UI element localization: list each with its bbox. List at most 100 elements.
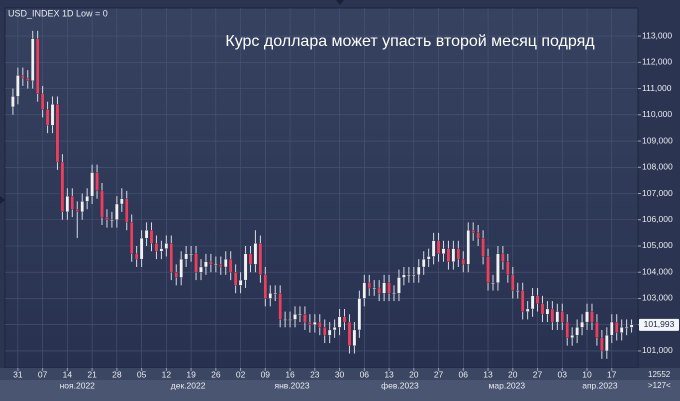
candle-body [417,266,421,276]
candle-body [535,295,540,304]
candle-body [412,274,416,277]
candle-body [60,161,65,213]
month-label: дек.2022 [171,380,206,390]
candle-body [120,198,124,205]
candle-body [16,75,20,97]
candles [11,30,634,359]
candle-body [179,258,183,278]
candle-body [614,321,619,333]
candle-body [268,293,273,299]
y-tick-label: 106,000 [642,214,673,224]
candle-body [362,282,367,299]
candle-body [174,272,178,278]
candle-body [21,75,25,79]
candle-body [318,321,322,328]
y-tick-label: 110,000 [642,109,672,119]
month-label: янв.2023 [275,380,310,390]
candle-body [446,248,451,262]
candle-body [90,172,94,197]
candle-body [283,319,287,321]
candle-body [476,232,480,239]
y-tick-label: 104,000 [642,266,673,276]
x-tick-label: 02 [236,369,246,379]
candle-body [209,261,213,265]
candle-body [248,253,253,265]
candle-body [436,240,441,255]
candle-body [506,261,510,276]
x-tick-label: 28 [112,369,122,379]
chart-title: Курс доллара может упасть второй месяц п… [225,33,595,50]
candle-body [298,314,302,316]
candle-body [392,293,396,295]
candle-body [600,337,604,352]
candle-body [441,248,446,255]
candle-body [332,327,337,331]
candle-body [387,282,391,294]
candle-body [590,311,594,323]
candle-body [26,77,30,81]
candle-body [595,321,599,338]
candle-body [550,308,555,323]
y-tick-label: 103,000 [642,293,673,303]
candle-body [397,277,401,294]
candle-body [80,201,84,213]
last-price-label: 101,993 [644,319,675,329]
candle-body [154,243,159,252]
candle-body [124,198,129,223]
candle-body [511,274,515,291]
candle-body [35,38,40,94]
candle-body [407,274,411,277]
month-band [0,380,680,401]
candle-body [149,230,154,244]
x-tick-label: 17 [607,369,617,379]
candle-body [426,256,431,260]
x-tick-label: 13 [384,369,394,379]
candle-body [451,248,456,262]
candle-body [110,219,114,221]
candle-body [342,316,347,323]
candle-body [545,308,550,315]
candle-body [144,230,149,239]
candle-body [129,222,134,255]
x-tick-label: 06 [459,369,469,379]
x-tick-label: 16 [285,369,295,379]
candle-body [372,287,376,290]
candle-body [105,216,109,220]
candle-body [352,329,357,346]
candle-body [263,274,268,299]
last-price-tag [639,318,679,331]
candle-body [243,253,248,281]
candle-body [115,203,119,220]
x-tick-label: 23 [310,369,320,379]
candle-body [214,264,218,266]
candle-body [11,96,15,108]
candle-body [189,253,193,256]
candle-body [55,104,60,163]
footer-count: 12552 [648,370,671,379]
x-tick-label: 03 [558,369,568,379]
candle-body [540,303,545,315]
candle-body [575,327,579,336]
candle-body [491,282,495,284]
month-label: фев.2023 [381,380,419,390]
candle-body [580,321,584,328]
x-tick-label: 07 [38,369,48,379]
candle-body [456,248,461,260]
y-tick-label: 107,000 [642,188,673,198]
candle-body [515,290,520,292]
candle-body [164,243,169,249]
candle-body [199,266,203,273]
x-tick-label: 10 [582,369,592,379]
candle-body [501,253,505,262]
candle-body [560,311,565,323]
candle-body [337,316,342,328]
candle-body [228,258,233,273]
candle-body [278,293,282,320]
candle-body [223,258,228,268]
candle-body [496,253,500,283]
x-tick-label: 20 [409,369,419,379]
candle-body [159,248,164,252]
x-tick-label: 05 [137,369,147,379]
y-tick-label: 101,000 [642,345,673,355]
x-tick-label: 27 [434,369,444,379]
